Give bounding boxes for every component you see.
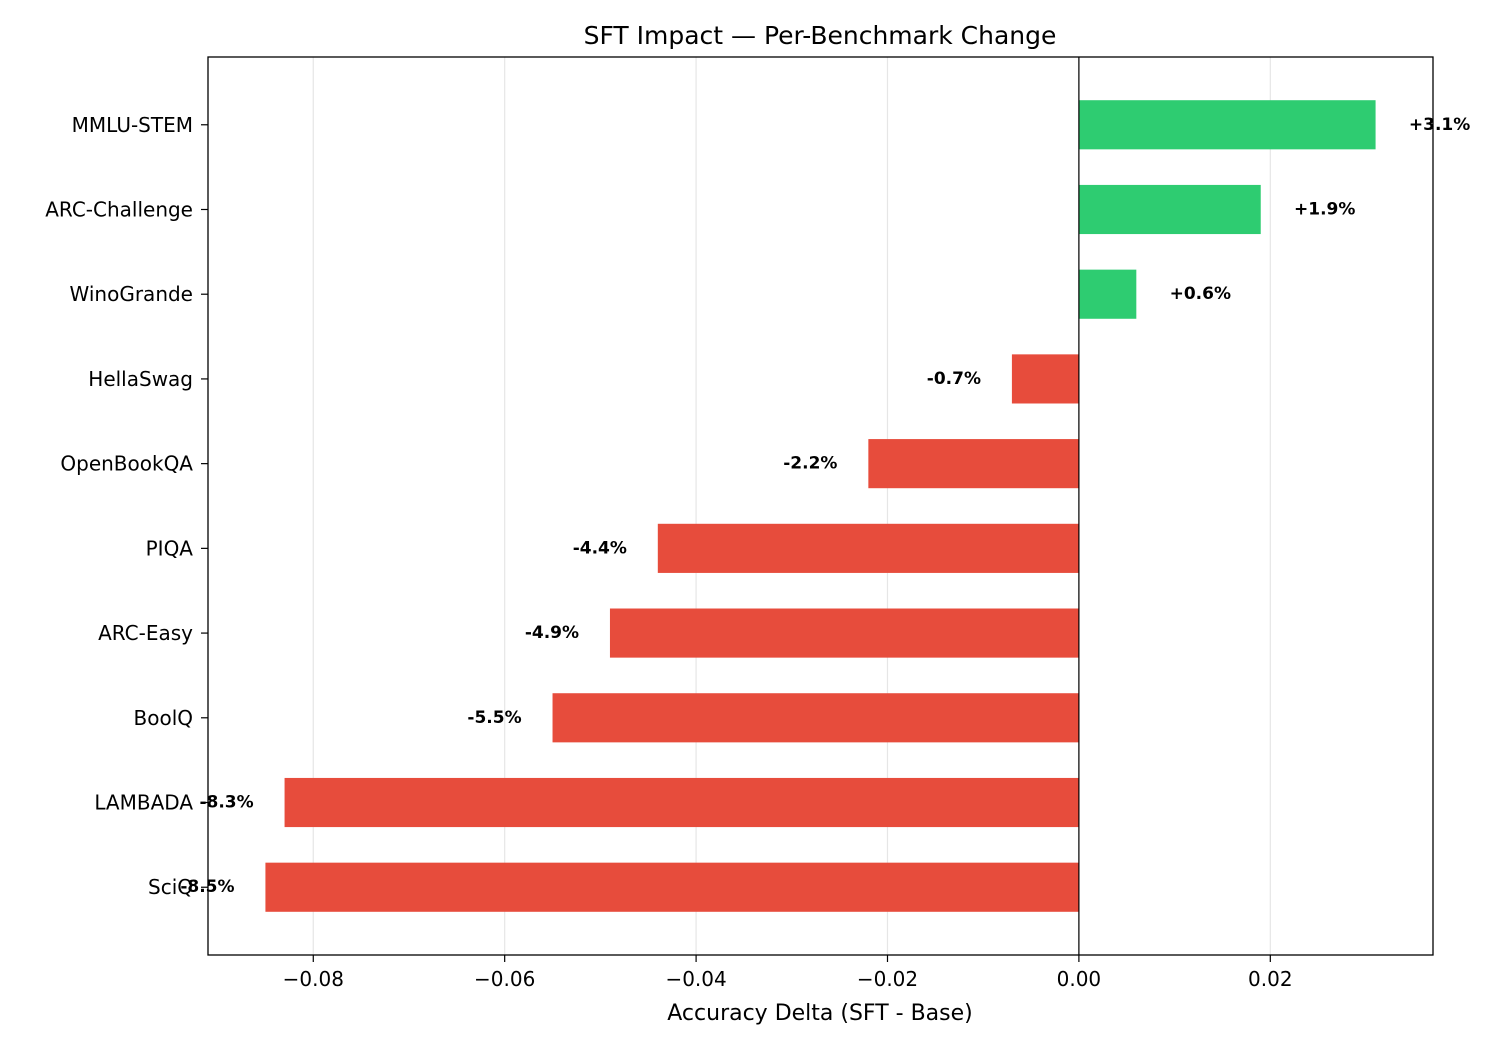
x-tick-label: −0.04: [665, 967, 726, 991]
category-label: LAMBADA: [94, 791, 193, 815]
category-label: PIQA: [146, 536, 194, 560]
category-label: ARC-Challenge: [45, 197, 193, 221]
x-ticks: −0.08 −0.06 −0.04 −0.02 0.00 0.02: [283, 955, 1293, 991]
bar-layer: [265, 100, 1376, 912]
data-label: -2.2%: [783, 454, 837, 474]
x-tick-label: 0.00: [1057, 967, 1102, 991]
x-tick-label: −0.06: [474, 967, 535, 991]
bar-boolq: [552, 693, 1079, 743]
data-label: -8.3%: [199, 793, 253, 813]
bar-openbookqa: [868, 439, 1079, 489]
bar-lambada: [284, 777, 1079, 828]
chart-title: SFT Impact — Per-Benchmark Change: [584, 21, 1057, 50]
bar-winogrande: [1078, 269, 1137, 319]
x-tick-label: 0.02: [1248, 967, 1293, 991]
data-label: -0.7%: [927, 369, 981, 389]
bar-sciq: [265, 862, 1079, 912]
x-tick-label: −0.02: [857, 967, 918, 991]
data-label: -4.9%: [525, 623, 579, 643]
data-label: +3.1%: [1409, 115, 1470, 135]
category-label: BoolQ: [134, 706, 194, 730]
data-label: -4.4%: [573, 538, 627, 558]
category-label: ARC-Easy: [98, 621, 193, 645]
data-label: -8.5%: [180, 877, 234, 897]
category-label: SciQ: [148, 875, 193, 899]
bar-hellaswag: [1011, 354, 1079, 404]
bar-piqa: [657, 523, 1079, 573]
category-label: MMLU-STEM: [72, 113, 193, 137]
bar-arc-challenge: [1078, 184, 1261, 235]
category-label: WinoGrande: [70, 282, 193, 306]
data-label: -5.5%: [467, 708, 521, 728]
bar-mmlu-stem: [1078, 100, 1376, 150]
data-label: +0.6%: [1170, 284, 1231, 304]
x-tick-label: −0.08: [283, 967, 344, 991]
data-label: +1.9%: [1294, 199, 1355, 219]
category-label: OpenBookQA: [60, 452, 193, 476]
bar-arc-easy: [609, 608, 1079, 658]
category-label: HellaSwag: [88, 367, 193, 391]
data-labels: +3.1% +1.9% +0.6% -0.7% -2.2% -4.4% -4.9% -5.5%…: [180, 115, 1470, 897]
plot-frame: [207, 56, 1434, 956]
x-axis-label: Accuracy Delta (SFT - Base): [667, 1001, 972, 1026]
y-ticks: MMLU-STEM ARC-Challenge WinoGrande HellaSwa…: [45, 113, 208, 899]
